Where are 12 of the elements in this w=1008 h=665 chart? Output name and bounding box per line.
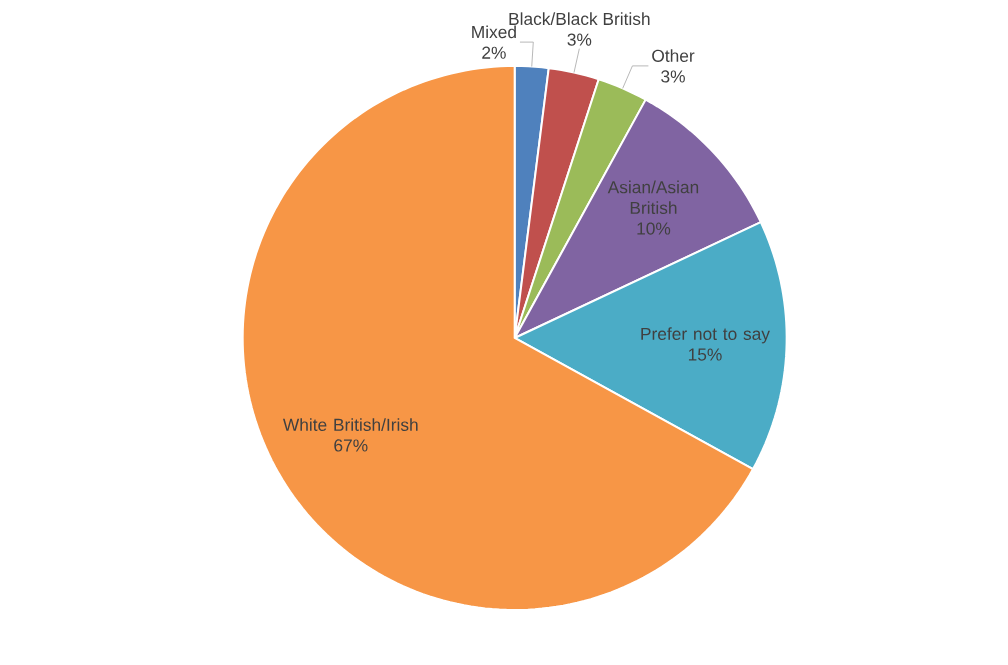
- slice-label: White British/Irish: [282, 418, 418, 431]
- slice-label: Mixed: [472, 25, 516, 39]
- data-label: 67%: [334, 439, 368, 452]
- data-label: 2%: [482, 46, 506, 59]
- slice-label: Asian/Asian British: [607, 180, 699, 214]
- data-label: 10%: [637, 222, 671, 235]
- data-label: 3%: [567, 33, 592, 46]
- data-label: 15%: [688, 348, 722, 361]
- data-label: 3%: [661, 70, 685, 83]
- slice-label: Black/Black British: [509, 12, 650, 25]
- slice-label: Other: [652, 49, 695, 62]
- slice-label: Prefer not to say: [641, 327, 770, 344]
